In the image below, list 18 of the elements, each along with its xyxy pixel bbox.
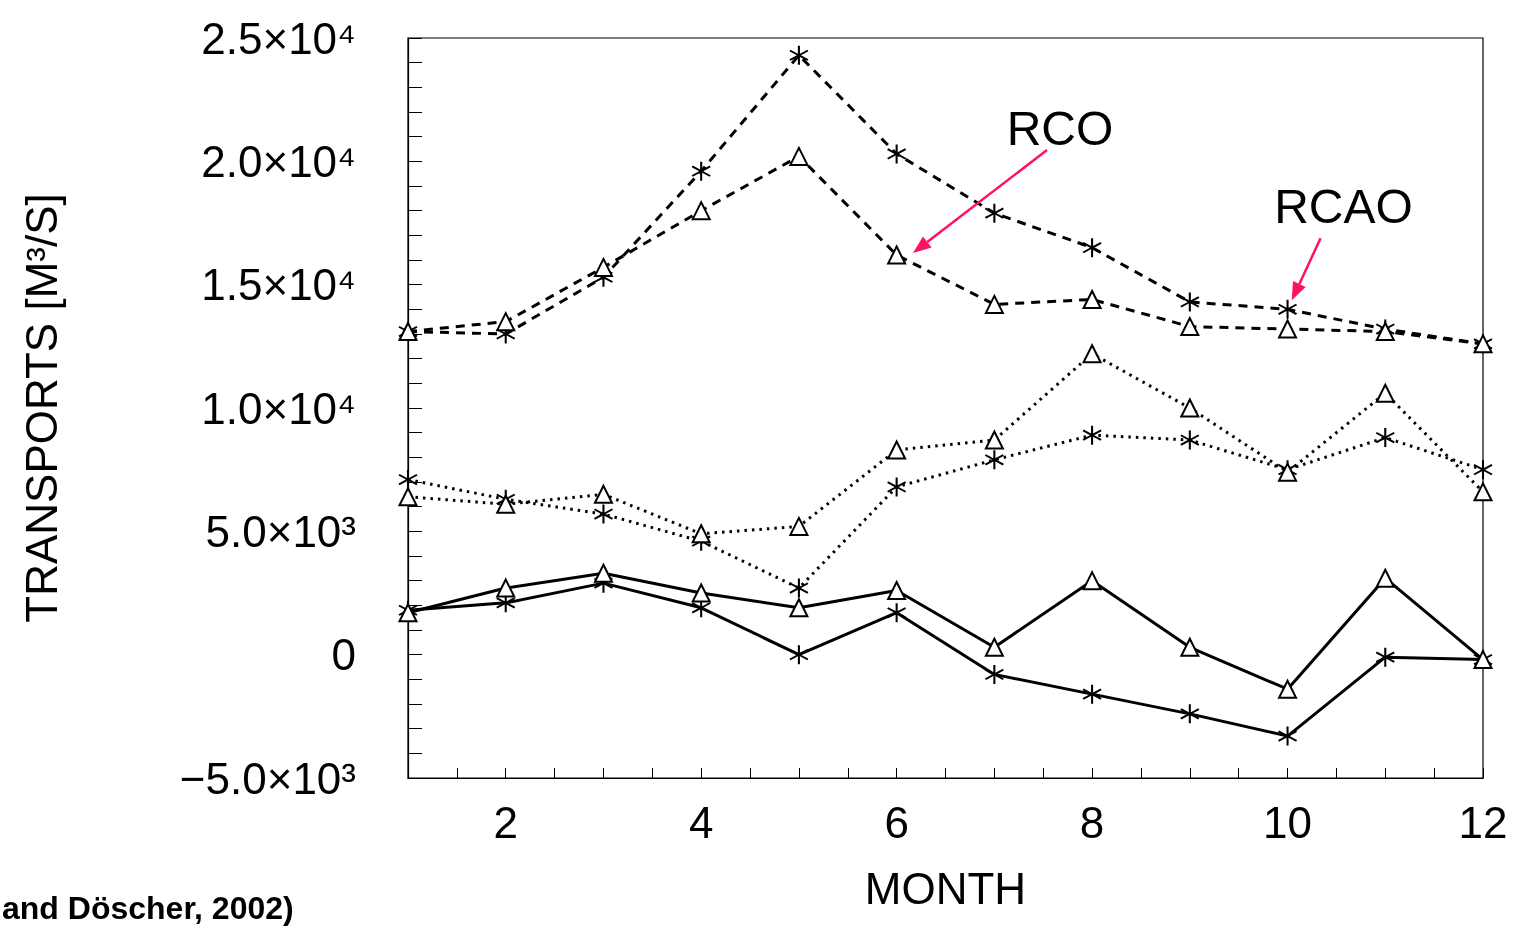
x-tick-label: 12: [1458, 797, 1508, 847]
annotation: RCAO: [1274, 179, 1413, 233]
x-axis-title: MONTH: [864, 863, 1027, 913]
y-tick-label: 2.0×10⁴: [201, 136, 356, 186]
y-tick-label: −5.0×10³: [179, 753, 356, 803]
y-tick-label: 1.0×10⁴: [201, 383, 356, 433]
x-tick-label: 4: [688, 797, 714, 847]
y-tick-label: 5.0×10³: [205, 506, 356, 556]
y-axis-title: TRANSPORTS [M³/S]: [16, 193, 66, 623]
y-tick-label: 0: [331, 630, 356, 680]
x-tick-label: 8: [1079, 797, 1105, 847]
x-tick-label: 2: [493, 797, 518, 847]
x-tick-label: 10: [1263, 797, 1313, 847]
annotation: RCO: [1006, 101, 1114, 155]
x-tick-label: 6: [884, 797, 909, 847]
y-tick-label: 1.5×10⁴: [201, 260, 356, 310]
text: and Döscher, 2002): [2, 890, 294, 926]
y-tick-label: 2.5×10⁴: [201, 13, 356, 63]
